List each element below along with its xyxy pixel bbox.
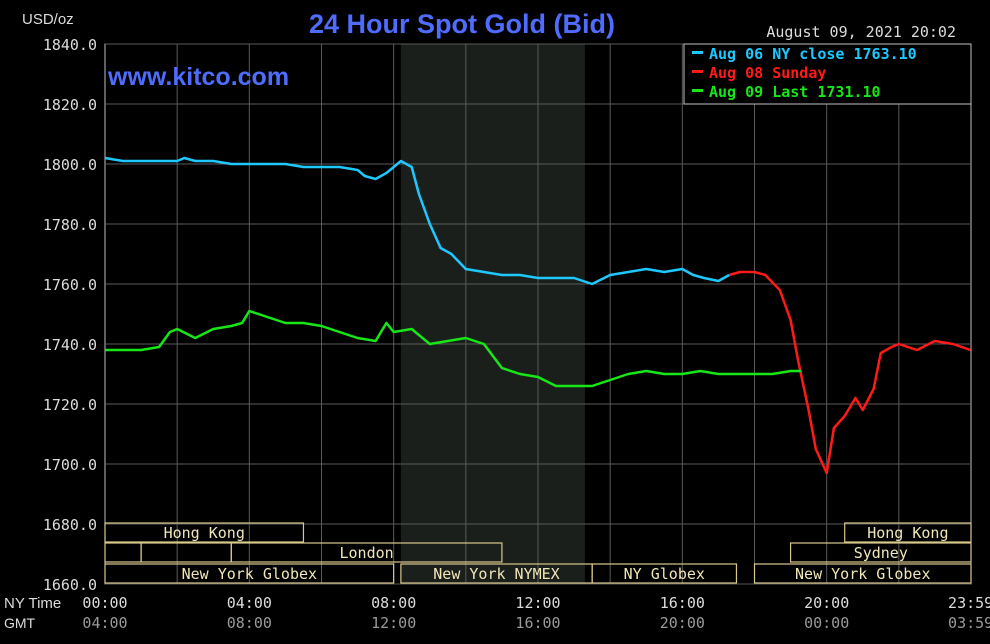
y-tick-label: 1700.0: [43, 456, 97, 474]
x-tick-label-ny: 04:00: [227, 594, 272, 612]
x-tick-label-ny: 20:00: [804, 594, 849, 612]
x-tick-label-gmt: 20:00: [660, 614, 705, 632]
legend-label-ny-close: Aug 06 NY close 1763.10: [709, 45, 917, 63]
x-tick-label-gmt: 12:00: [371, 614, 416, 632]
session-label: New York NYMEX: [433, 565, 559, 583]
x-tick-label-gmt: 03:59: [948, 614, 990, 632]
session-label: Hong Kong: [867, 524, 948, 542]
x-tick-label-ny: 16:00: [660, 594, 705, 612]
x-tick-label-ny: 12:00: [515, 594, 560, 612]
session-label: London: [340, 544, 394, 562]
x-axis-ticks: 00:00 04:00 04:00 08:00 08:00 12:00 12:00 16:00…: [82, 594, 990, 632]
session-box: [753, 563, 972, 584]
x-tick-label-ny: 23:59: [948, 594, 990, 612]
session-box: [789, 542, 972, 563]
session-box: [591, 563, 738, 584]
gmt-label: GMT: [4, 615, 36, 631]
ny-time-label: NY Time: [4, 595, 61, 612]
series-line-2: [105, 309, 802, 388]
y-tick-label: 1760.0: [43, 276, 97, 294]
y-tick-label: 1820.0: [43, 96, 97, 114]
session-box: [104, 522, 305, 543]
chart-title: 24 Hour Spot Gold (Bid): [309, 9, 615, 39]
unit-label: USD/oz: [22, 11, 74, 28]
x-tick-label-gmt: 04:00: [82, 614, 127, 632]
trading-sessions: Hong Kong Hong Kong London Sydney New York G…: [104, 522, 972, 584]
y-tick-label: 1780.0: [43, 216, 97, 234]
y-tick-label: 1680.0: [43, 516, 97, 534]
legend-label-last: Aug 09 Last 1731.10: [709, 83, 881, 101]
legend-label-sunday: Aug 08 Sunday: [709, 64, 826, 82]
session-box: [104, 563, 395, 584]
y-tick-label: 1740.0: [43, 336, 97, 354]
x-tick-label-gmt: 00:00: [804, 614, 849, 632]
legend-swatch-last: [692, 89, 703, 92]
watermark: www.kitco.com: [107, 63, 289, 91]
series-line-1: [728, 270, 972, 475]
session-label: New York Globex: [182, 565, 317, 583]
price-series: [104, 156, 972, 475]
y-tick-label: 1800.0: [43, 156, 97, 174]
x-tick-label-ny: 00:00: [82, 594, 127, 612]
timestamp: August 09, 2021 20:02: [766, 23, 956, 41]
session-box: [230, 542, 503, 563]
y-tick-label: 1660.0: [43, 576, 97, 594]
session-label: Sydney: [854, 544, 908, 562]
ny-session-shade: [400, 44, 585, 584]
legend-swatch-ny-close: [692, 51, 703, 54]
y-tick-label: 1720.0: [43, 396, 97, 414]
session-label: Hong Kong: [164, 524, 245, 542]
session-box: [844, 522, 972, 543]
session-label: NY Globex: [624, 565, 705, 583]
x-tick-label-gmt: 08:00: [227, 614, 272, 632]
y-axis-ticks: 1840.0 1820.0 1800.0 1780.0 1760.0 1740.0 1720…: [43, 36, 97, 594]
x-tick-label-ny: 08:00: [371, 594, 416, 612]
series-line-0: [104, 156, 730, 286]
legend: Aug 06 NY close 1763.10 Aug 08 Sunday Au…: [683, 43, 972, 105]
x-tick-label-gmt: 16:00: [515, 614, 560, 632]
y-tick-label: 1840.0: [43, 36, 97, 54]
legend-swatch-sunday: [692, 70, 703, 73]
session-label: New York Globex: [795, 565, 930, 583]
